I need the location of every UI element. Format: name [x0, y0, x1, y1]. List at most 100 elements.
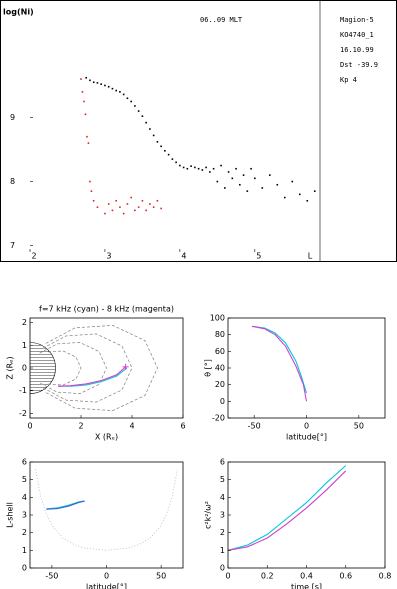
chart-title: f=7 kHz (cyan) - 8 kHz (magenta) [39, 305, 174, 314]
y-tick-label: 1 [22, 341, 27, 350]
point [126, 203, 129, 205]
line [39, 342, 107, 394]
point [160, 207, 162, 210]
x-tick-label: 3 [106, 252, 111, 261]
point [152, 134, 155, 137]
x-tick-label: 0 [104, 572, 109, 581]
point [87, 142, 90, 144]
x-tick-label: 50 [156, 572, 166, 581]
point [164, 149, 166, 152]
y-tick-label: 2 [22, 318, 27, 327]
info-line: 16.10.99 [340, 46, 374, 54]
point [122, 212, 125, 215]
point [104, 212, 106, 215]
point [167, 153, 170, 156]
line [252, 325, 308, 394]
point [149, 128, 151, 130]
point [298, 193, 301, 196]
point [186, 167, 189, 170]
x-axis-label: L [308, 252, 313, 261]
y-tick-label: 0 [22, 564, 27, 573]
point [239, 183, 241, 186]
x-tick-label: 5 [256, 252, 261, 261]
point [283, 196, 286, 199]
point [81, 91, 84, 93]
info-line: KO4740_1 [340, 31, 374, 39]
y-tick-label: 80 [215, 330, 225, 339]
point [145, 121, 147, 124]
point [160, 145, 162, 148]
line [58, 367, 128, 387]
point [268, 174, 271, 176]
point [137, 206, 140, 208]
y-tick-label: 8 [10, 177, 15, 186]
y-tick-label: 60 [215, 347, 225, 356]
x-tick-label: 6 [180, 422, 185, 431]
point [250, 167, 252, 170]
x-tick-label: 4 [129, 422, 134, 431]
y-tick-label: 7 [10, 241, 15, 250]
point [209, 171, 211, 173]
line [47, 350, 82, 386]
start-marker [122, 363, 129, 370]
x-axis-label: latitude[°] [86, 583, 127, 589]
point [134, 105, 136, 107]
point [205, 166, 207, 169]
point [201, 169, 204, 171]
point [227, 171, 230, 173]
y-tick-label: 20 [215, 380, 225, 389]
point [171, 158, 174, 160]
point [216, 180, 219, 183]
point [137, 110, 140, 112]
point [84, 113, 87, 116]
point [89, 79, 91, 82]
x-tick-label: -50 [248, 422, 261, 431]
point [111, 209, 114, 212]
point [313, 190, 316, 192]
y-tick-label: 9 [10, 113, 15, 122]
point [119, 206, 121, 208]
y-tick-label: 6 [220, 458, 225, 467]
point [115, 89, 117, 92]
chart-title: 06..09 MLT [200, 16, 243, 24]
point [90, 190, 93, 192]
point [224, 187, 226, 189]
y-tick-label: 4 [22, 493, 27, 502]
x-tick-label: 2 [31, 252, 36, 261]
plot-area [251, 325, 308, 402]
point [85, 76, 88, 79]
x-tick-label: 0 [304, 422, 309, 431]
plot-area [35, 469, 178, 551]
point [100, 83, 102, 85]
point [197, 167, 200, 170]
point [220, 164, 222, 167]
point [182, 166, 185, 169]
point [149, 203, 151, 205]
point [231, 177, 234, 180]
line [45, 325, 158, 411]
line [228, 470, 347, 551]
point [152, 206, 155, 208]
point [115, 199, 117, 202]
point [92, 199, 95, 202]
x-tick-label: 0.4 [300, 572, 313, 581]
plot-area [228, 465, 347, 551]
point [89, 180, 91, 183]
y-tick-label: 1 [220, 546, 225, 555]
x-tick-label: 4 [181, 252, 186, 261]
point [291, 180, 294, 183]
line [57, 366, 126, 387]
point [92, 81, 95, 84]
point [156, 199, 159, 202]
y-tick-label: 0 [22, 364, 27, 373]
y-tick-label: 5 [22, 475, 27, 484]
point [145, 209, 147, 212]
point [80, 78, 82, 80]
line [251, 325, 308, 402]
y-tick-label: -1 [19, 386, 27, 395]
point [179, 164, 181, 167]
y-axis-label: Z (Rₑ) [6, 356, 15, 379]
y-tick-label: 5 [220, 475, 225, 484]
